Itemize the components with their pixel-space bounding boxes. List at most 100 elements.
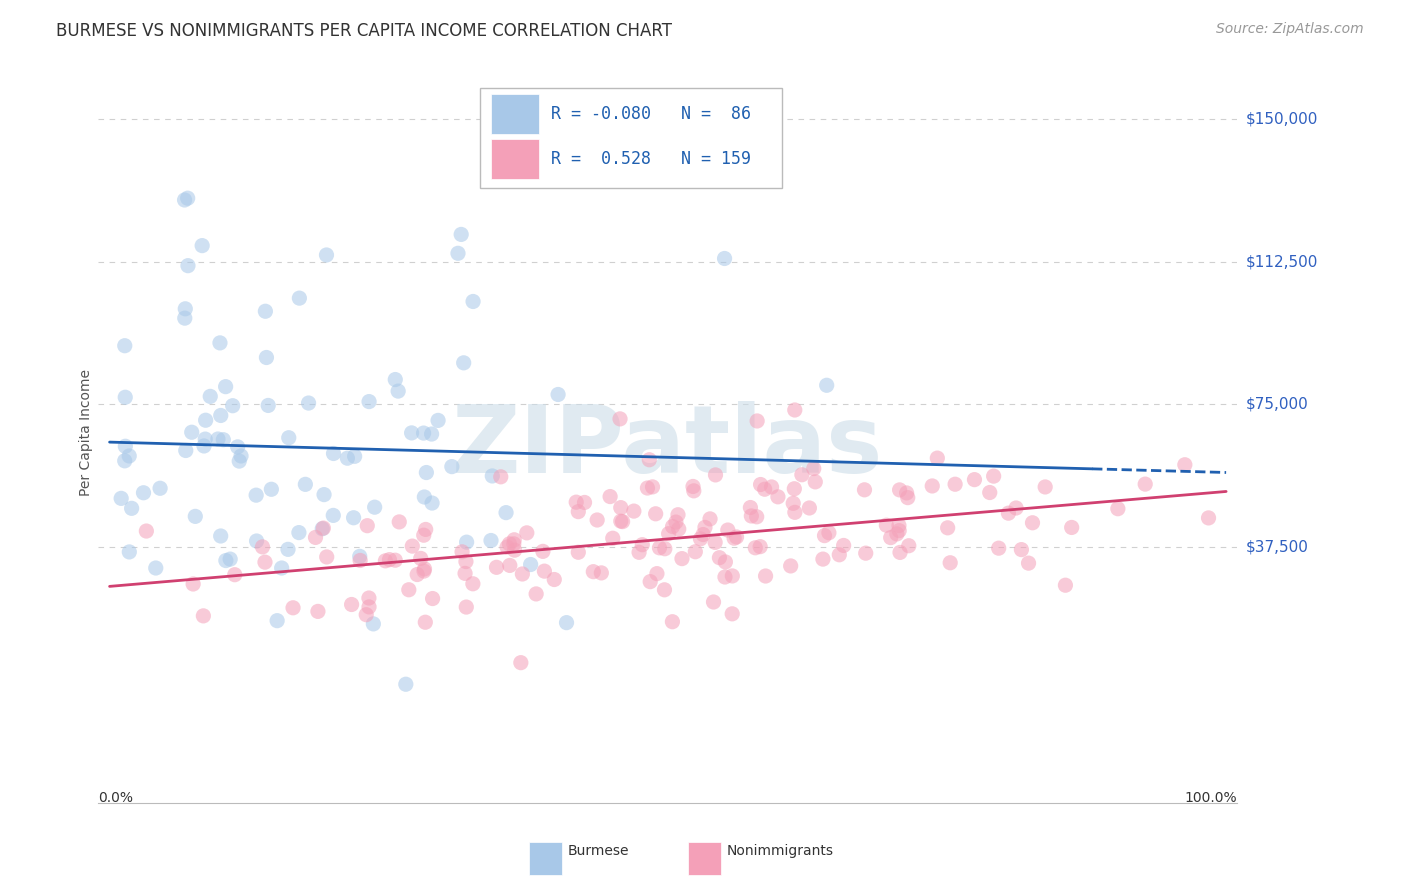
Point: [1135, 477, 1157, 491]
Point: [412, 528, 434, 542]
Point: [610, 500, 633, 515]
Point: [896, 486, 918, 500]
Point: [454, 555, 477, 569]
Point: [567, 505, 589, 519]
Point: [288, 291, 311, 305]
Point: [191, 238, 214, 252]
Text: $112,500: $112,500: [1246, 254, 1317, 269]
Point: [943, 477, 966, 491]
Point: [503, 533, 526, 547]
Point: [709, 550, 731, 565]
Point: [440, 459, 463, 474]
Point: [304, 530, 326, 544]
Point: [420, 427, 443, 442]
Point: [194, 413, 217, 427]
Point: [118, 545, 141, 559]
Point: [749, 540, 772, 554]
Point: [591, 566, 613, 580]
Point: [512, 566, 534, 581]
Point: [723, 531, 745, 545]
Point: [312, 521, 335, 535]
Point: [783, 403, 806, 417]
Point: [666, 508, 689, 522]
Point: [322, 446, 344, 460]
Point: [855, 546, 877, 560]
Point: [886, 527, 908, 541]
Point: [176, 191, 198, 205]
Point: [193, 439, 215, 453]
Point: [180, 425, 202, 440]
Point: [818, 525, 841, 540]
Point: [229, 449, 252, 463]
Point: [685, 545, 707, 559]
Point: [281, 600, 304, 615]
Point: [661, 519, 683, 533]
Point: [297, 396, 319, 410]
Point: [963, 473, 986, 487]
Point: [177, 259, 200, 273]
Point: [277, 542, 299, 557]
Point: [260, 483, 283, 497]
Point: [395, 677, 418, 691]
Point: [343, 450, 366, 464]
Point: [354, 607, 377, 622]
Point: [631, 538, 654, 552]
Point: [363, 616, 385, 631]
Point: [1018, 556, 1040, 570]
Point: [721, 607, 744, 621]
Point: [644, 507, 666, 521]
Point: [749, 477, 772, 491]
Point: [804, 475, 827, 489]
Text: R = -0.080   N =  86: R = -0.080 N = 86: [551, 105, 751, 123]
Point: [702, 595, 724, 609]
Point: [406, 567, 429, 582]
Text: $37,500: $37,500: [1246, 539, 1309, 554]
Point: [315, 549, 337, 564]
Point: [224, 567, 246, 582]
FancyBboxPatch shape: [479, 88, 782, 188]
Point: [420, 496, 443, 510]
FancyBboxPatch shape: [491, 95, 538, 135]
Point: [252, 540, 274, 554]
Text: 100.0%: 100.0%: [1185, 791, 1237, 805]
Point: [307, 604, 329, 618]
Point: [875, 518, 897, 533]
Point: [447, 246, 470, 260]
Point: [502, 537, 524, 551]
Point: [609, 412, 631, 426]
Point: [638, 452, 661, 467]
Point: [174, 443, 197, 458]
Point: [582, 565, 605, 579]
Point: [543, 573, 565, 587]
Point: [668, 522, 690, 536]
Point: [1021, 516, 1043, 530]
Point: [349, 549, 371, 564]
Point: [832, 539, 855, 553]
Point: [149, 481, 172, 495]
Point: [623, 504, 645, 518]
Point: [782, 496, 804, 510]
Point: [489, 470, 512, 484]
Point: [574, 495, 596, 509]
Point: [979, 485, 1001, 500]
Point: [654, 541, 676, 556]
Point: [704, 535, 727, 549]
Point: [503, 543, 526, 558]
Point: [384, 553, 406, 567]
Point: [1054, 578, 1077, 592]
Point: [384, 372, 406, 386]
Point: [813, 528, 835, 542]
Point: [118, 449, 141, 463]
Point: [648, 541, 671, 555]
Point: [665, 515, 688, 529]
Point: [401, 425, 423, 440]
Point: [897, 539, 920, 553]
Point: [257, 399, 280, 413]
FancyBboxPatch shape: [689, 842, 721, 875]
Point: [1005, 501, 1028, 516]
Point: [245, 534, 267, 549]
Point: [254, 351, 277, 365]
Point: [409, 551, 432, 566]
Point: [645, 566, 668, 581]
Point: [145, 561, 167, 575]
